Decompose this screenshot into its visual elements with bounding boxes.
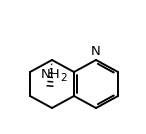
Text: NH: NH — [41, 68, 61, 81]
Text: N: N — [91, 45, 101, 58]
Text: 2: 2 — [60, 73, 67, 83]
